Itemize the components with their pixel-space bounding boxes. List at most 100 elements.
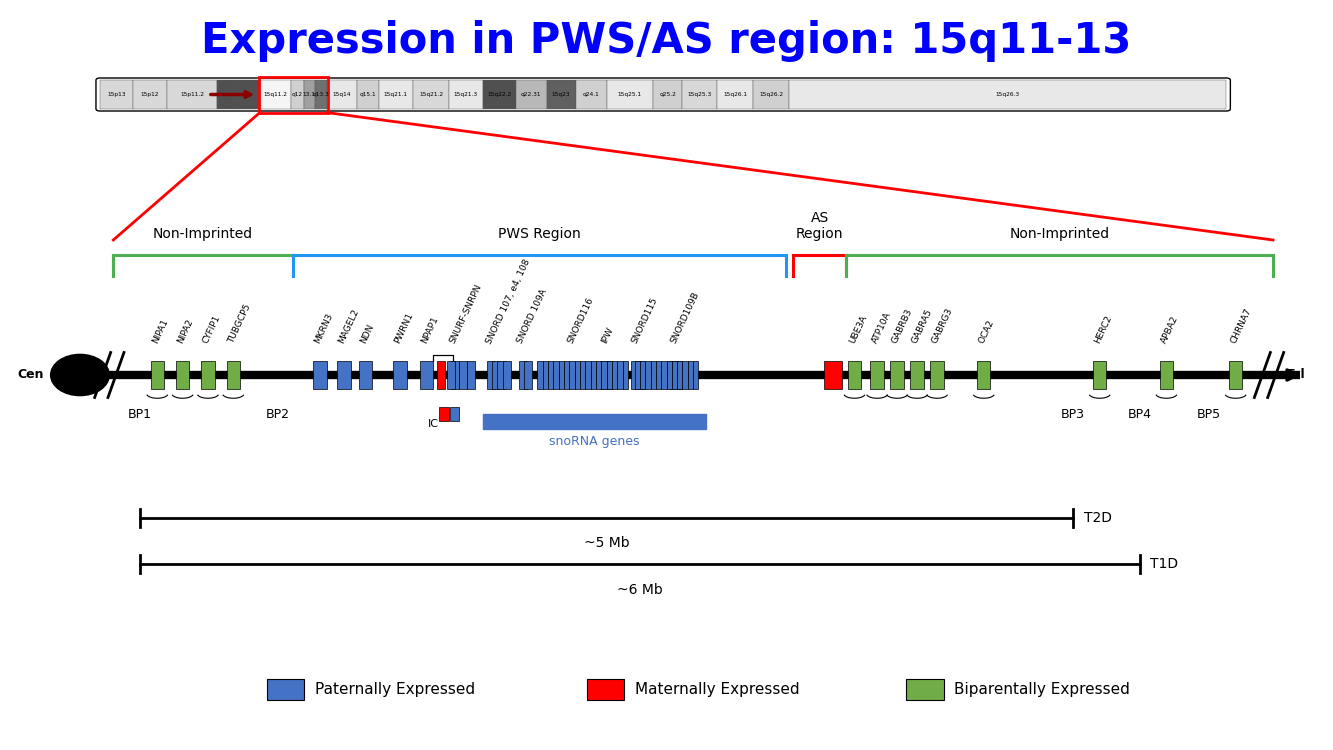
Text: TUBGCP5: TUBGCP5 (227, 303, 252, 345)
Text: T2D: T2D (1084, 511, 1112, 524)
Bar (601, 361, 607, 389)
Bar (789, 80, 1226, 109)
Bar (591, 361, 596, 389)
Text: IC: IC (428, 419, 439, 429)
Bar (393, 361, 407, 389)
Bar (167, 80, 217, 109)
Text: SNORD109B: SNORD109B (669, 290, 701, 345)
Bar (753, 80, 789, 109)
Bar (656, 361, 661, 389)
Bar (640, 361, 645, 389)
Text: 15q22.2: 15q22.2 (487, 92, 512, 97)
Bar (359, 361, 372, 389)
Bar (516, 80, 547, 109)
Bar (910, 361, 924, 389)
Bar (682, 80, 717, 109)
Text: PWRN1: PWRN1 (393, 311, 415, 345)
Bar (437, 361, 445, 389)
Bar (315, 80, 327, 109)
Text: SNORD116: SNORD116 (567, 296, 596, 345)
Bar (653, 80, 682, 109)
Bar (576, 80, 607, 109)
Bar (717, 80, 753, 109)
Bar (151, 361, 164, 389)
Text: PWS Region: PWS Region (499, 227, 581, 242)
Bar (313, 361, 327, 389)
Bar (587, 679, 624, 700)
Text: IPW: IPW (600, 326, 615, 345)
Text: SNORD 107, e4, 108: SNORD 107, e4, 108 (485, 257, 532, 345)
Text: HERC2: HERC2 (1093, 314, 1114, 345)
Bar (669, 361, 682, 389)
Bar (635, 361, 640, 389)
Bar (612, 361, 617, 389)
Text: 15q26.2: 15q26.2 (758, 92, 784, 97)
Bar (623, 361, 628, 389)
Text: snoRNA genes: snoRNA genes (549, 435, 640, 448)
Text: ~5 Mb: ~5 Mb (584, 536, 629, 550)
Bar (467, 361, 475, 389)
Bar (420, 361, 433, 389)
Text: NIPA2: NIPA2 (176, 318, 195, 345)
Bar (237, 80, 260, 109)
Text: Non-Imprinted: Non-Imprinted (1009, 227, 1110, 242)
Text: 15q26.1: 15q26.1 (722, 92, 748, 97)
Text: BP1: BP1 (128, 408, 152, 421)
Text: Tel: Tel (1286, 368, 1306, 382)
Text: 15p13: 15p13 (108, 92, 125, 97)
Bar (672, 361, 677, 389)
Bar (890, 361, 904, 389)
Bar (543, 361, 548, 389)
Text: 15q21.1: 15q21.1 (384, 92, 408, 97)
Bar (906, 679, 944, 700)
Bar (617, 361, 623, 389)
Bar (291, 80, 304, 109)
Bar (607, 361, 612, 389)
Text: q25.2: q25.2 (660, 92, 676, 97)
Text: GABRB3: GABRB3 (890, 308, 914, 345)
Bar (693, 361, 698, 389)
Text: 13.1: 13.1 (303, 92, 316, 97)
Bar (564, 361, 569, 389)
Bar (930, 361, 944, 389)
Bar (848, 361, 861, 389)
Text: 15p12: 15p12 (141, 92, 159, 97)
Text: BP2: BP2 (265, 408, 289, 421)
Bar (585, 361, 591, 389)
Bar (413, 80, 449, 109)
Text: Maternally Expressed: Maternally Expressed (635, 682, 798, 697)
Bar (548, 361, 553, 389)
Text: ~6 Mb: ~6 Mb (617, 583, 663, 597)
Text: q15.1: q15.1 (360, 92, 376, 97)
Bar (559, 361, 564, 389)
Bar (524, 361, 532, 389)
Bar (133, 80, 167, 109)
Bar (327, 80, 357, 109)
Text: Cen: Cen (17, 368, 44, 382)
Bar (519, 361, 527, 389)
Bar (1229, 361, 1242, 389)
Bar (304, 80, 315, 109)
Bar (379, 80, 413, 109)
Bar (451, 407, 460, 421)
Text: 15q14: 15q14 (333, 92, 351, 97)
Text: ATP10A: ATP10A (870, 310, 893, 345)
Text: MKRN3: MKRN3 (313, 312, 335, 345)
Bar (440, 407, 448, 421)
Text: 15q25.1: 15q25.1 (617, 92, 643, 97)
Text: 15q11.2: 15q11.2 (263, 92, 288, 97)
Text: SNORD 109A: SNORD 109A (516, 288, 549, 345)
Bar (487, 361, 495, 389)
Bar (451, 361, 459, 389)
Text: NPAP1: NPAP1 (420, 315, 440, 345)
Text: q12: q12 (292, 92, 303, 97)
Text: Expression in PWS/AS region: 15q11-13: Expression in PWS/AS region: 15q11-13 (201, 20, 1132, 62)
Text: NDN: NDN (359, 322, 375, 345)
Text: BP3: BP3 (1061, 408, 1085, 421)
Text: 15q21.3: 15q21.3 (453, 92, 479, 97)
Bar (497, 361, 505, 389)
Text: NIPA1: NIPA1 (151, 318, 169, 345)
Bar (575, 361, 580, 389)
Bar (1160, 361, 1173, 389)
Bar (459, 361, 467, 389)
